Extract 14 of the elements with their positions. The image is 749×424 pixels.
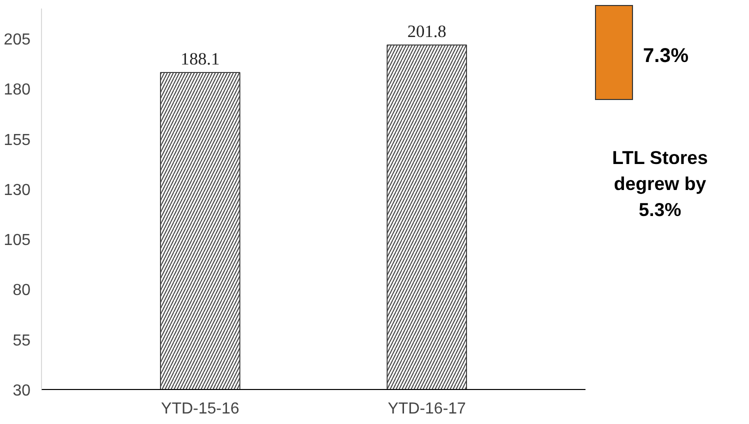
y-tick-label: 155 [4, 132, 31, 149]
y-tick-label: 205 [4, 32, 31, 49]
text: 7.3% [643, 45, 689, 68]
y-tick-label: 55 [12, 332, 31, 350]
y-tick-label: 130 [4, 182, 31, 199]
y-tick-label: 105 [4, 232, 31, 250]
x-tick-label: YTD-15-16 [161, 400, 240, 418]
data-label: 188.1 [180, 49, 220, 68]
text: LTL Stores degrew by 5.3% [611, 146, 709, 222]
data-label: 201.8 [407, 22, 446, 41]
x-tick-label: YTD-16-17 [388, 400, 466, 418]
y-tick-label: 180 [4, 82, 31, 99]
y-tick-label: 30 [12, 382, 31, 400]
y-tick-label: 80 [12, 282, 31, 300]
